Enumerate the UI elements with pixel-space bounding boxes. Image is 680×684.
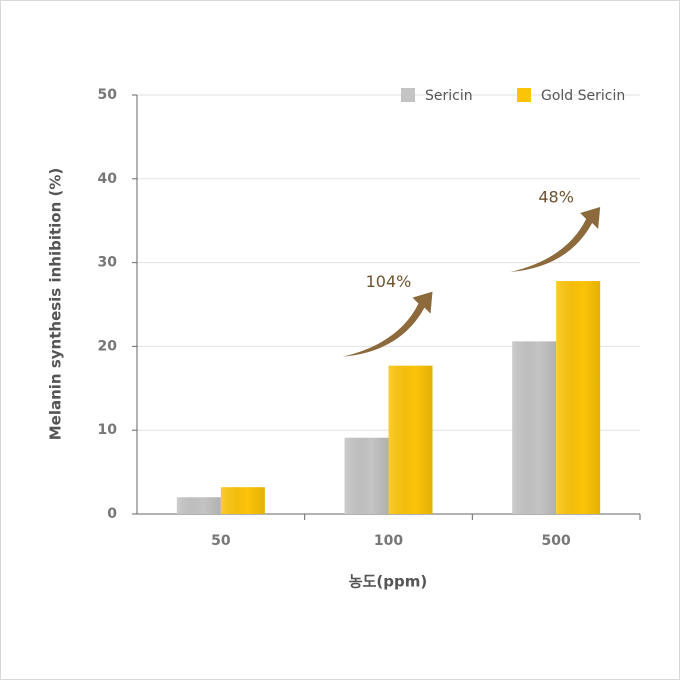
- arrow: [342, 291, 433, 357]
- bar-shade: [556, 281, 601, 514]
- legend-label: Sericin: [425, 88, 473, 104]
- arrow: [510, 207, 601, 273]
- bar-shade: [220, 487, 265, 514]
- y-tick-label: 10: [98, 422, 118, 438]
- y-tick-label: 50: [98, 87, 118, 103]
- y-tick-label: 20: [98, 338, 118, 354]
- x-axis-label: 농도(ppm): [349, 573, 427, 591]
- y-tick-label: 40: [98, 171, 118, 187]
- y-tick-label: 0: [107, 506, 117, 522]
- bar-shade: [344, 437, 389, 514]
- annotation: 48%: [538, 188, 574, 207]
- legend-swatch: [517, 88, 531, 102]
- bar-shade: [512, 341, 557, 514]
- legend-swatch: [401, 88, 415, 102]
- x-tick-label: 500: [542, 533, 571, 549]
- x-tick-label: 50: [211, 533, 231, 549]
- legend-label: Gold Sericin: [541, 88, 625, 104]
- annotation: 104%: [366, 272, 412, 291]
- bar-shade: [388, 365, 433, 514]
- bar-shade: [176, 497, 221, 514]
- y-axis-label: Melanin synthesis inhibition (%): [47, 168, 65, 441]
- y-tick-label: 30: [98, 255, 118, 271]
- x-tick-label: 100: [374, 533, 403, 549]
